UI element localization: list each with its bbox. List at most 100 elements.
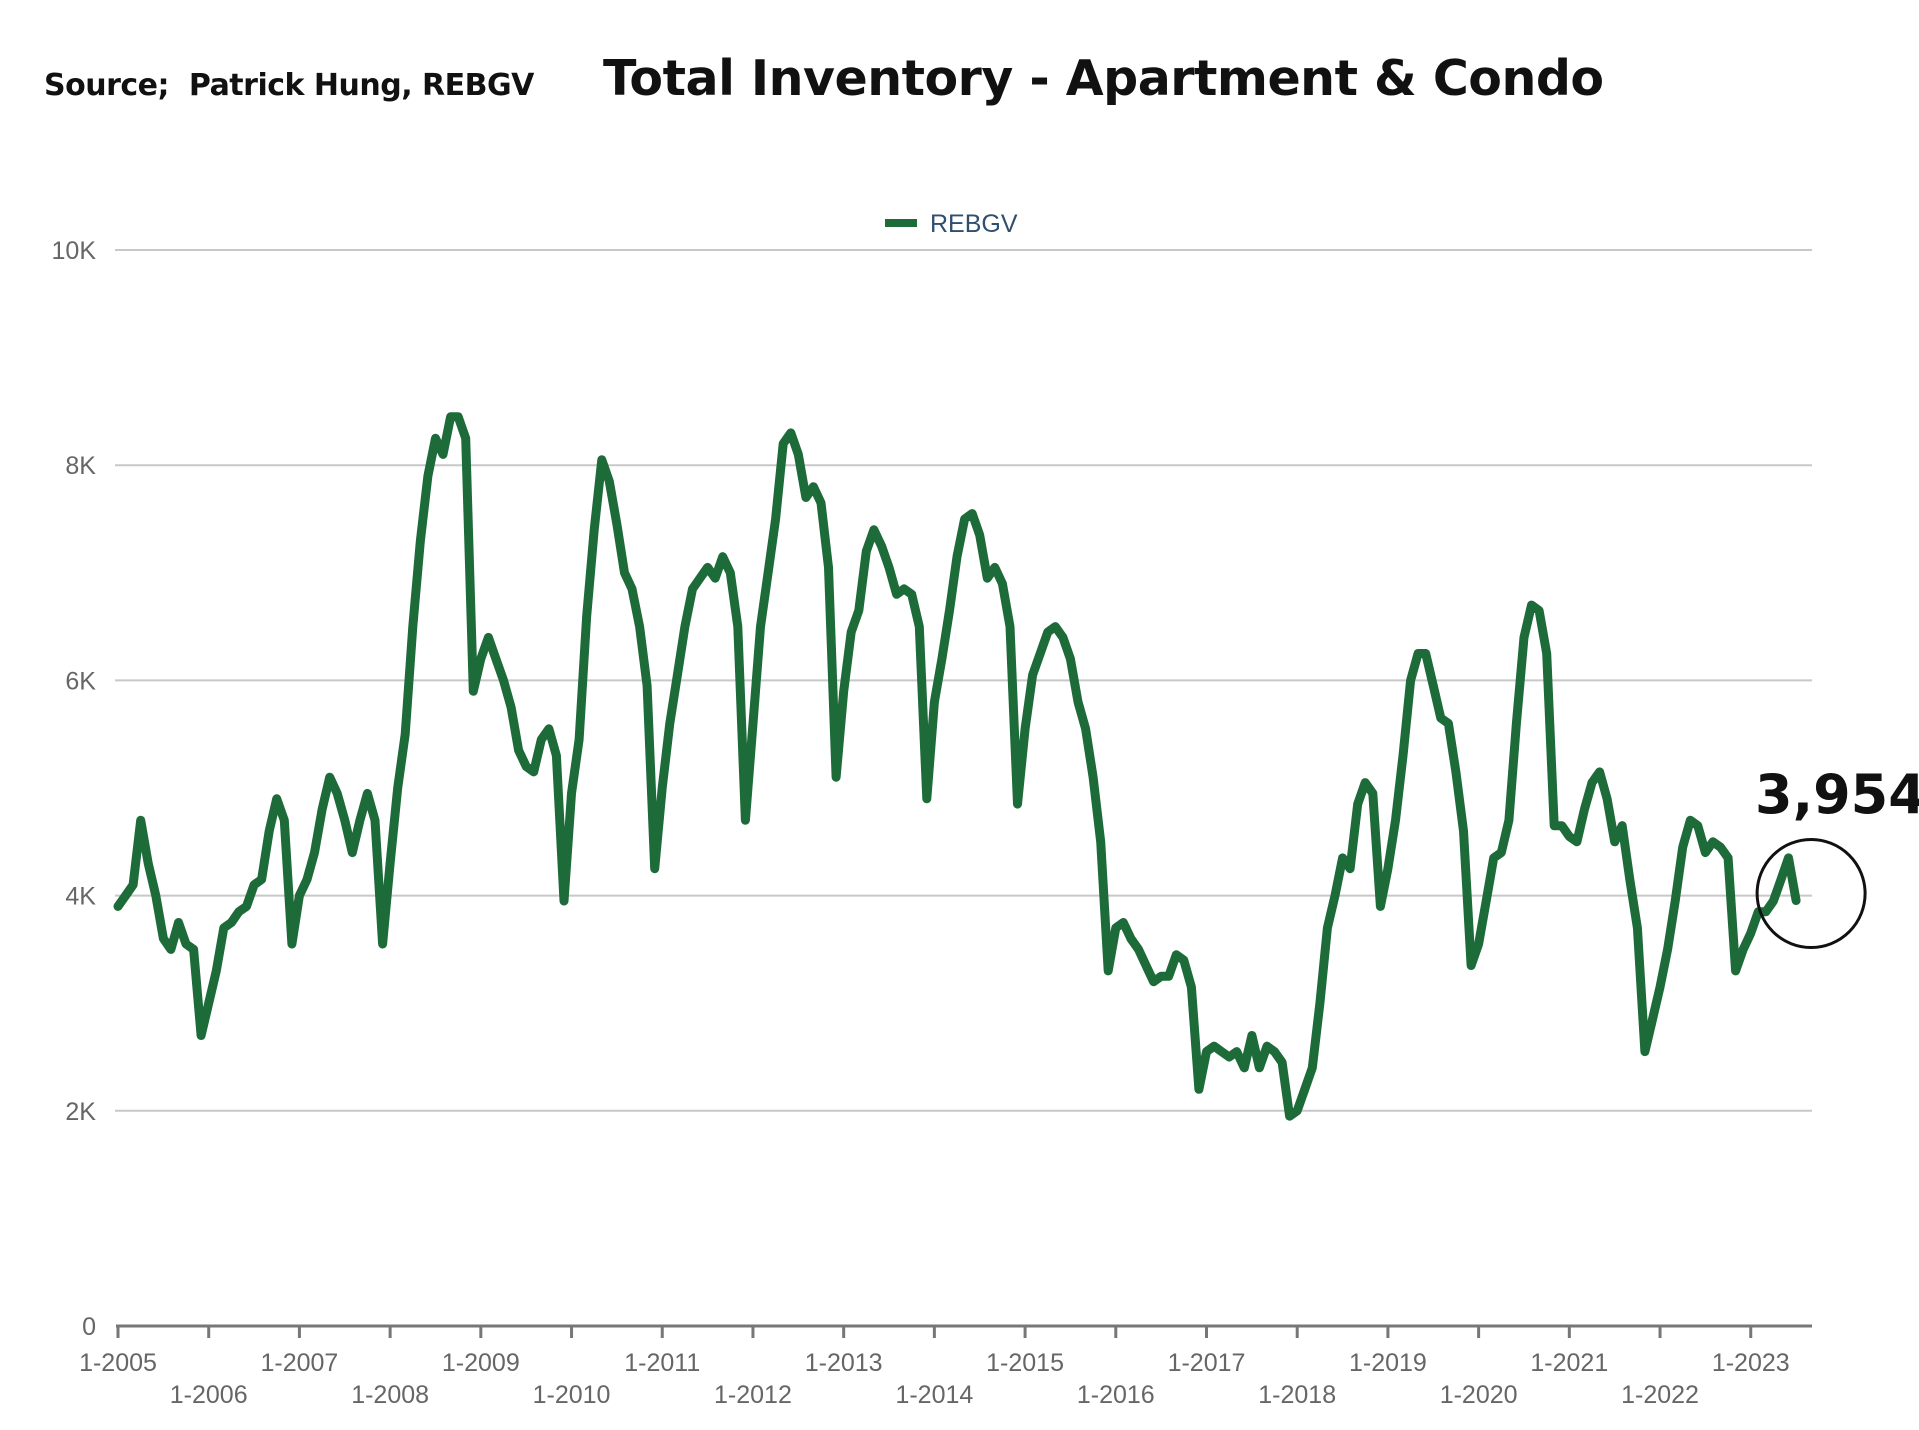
data-point[interactable] [1723, 853, 1733, 863]
data-point[interactable] [279, 815, 289, 825]
data-point[interactable] [1345, 864, 1355, 874]
data-point[interactable] [990, 562, 1000, 572]
data-point[interactable] [1194, 1084, 1204, 1094]
data-point[interactable] [1270, 1047, 1280, 1057]
data-point[interactable] [1307, 1063, 1317, 1073]
data-point[interactable] [1693, 821, 1703, 831]
data-point[interactable] [801, 493, 811, 503]
data-point[interactable] [612, 519, 622, 529]
data-point[interactable] [483, 632, 493, 642]
data-point[interactable] [1088, 772, 1098, 782]
data-point[interactable] [869, 525, 879, 535]
data-point[interactable] [604, 476, 614, 486]
data-point[interactable] [839, 686, 849, 696]
data-point[interactable] [650, 864, 660, 874]
data-point[interactable] [1141, 961, 1151, 971]
data-point[interactable] [1277, 1057, 1287, 1067]
data-point[interactable] [1481, 896, 1491, 906]
data-point[interactable] [1065, 654, 1075, 664]
data-point[interactable] [158, 934, 168, 944]
data-point[interactable] [438, 449, 448, 459]
data-point[interactable] [1292, 1106, 1302, 1116]
data-point[interactable] [1511, 718, 1521, 728]
data-point[interactable] [1315, 998, 1325, 1008]
data-point[interactable] [1519, 632, 1529, 642]
data-point[interactable] [468, 686, 478, 696]
data-point[interactable] [174, 918, 184, 928]
data-point[interactable] [1322, 923, 1332, 933]
data-point[interactable] [1587, 778, 1597, 788]
data-point[interactable] [627, 584, 637, 594]
data-point[interactable] [665, 718, 675, 728]
data-point[interactable] [294, 891, 304, 901]
data-point[interactable] [143, 858, 153, 868]
data-point[interactable] [211, 966, 221, 976]
data-point[interactable] [597, 455, 607, 465]
data-point[interactable] [907, 589, 917, 599]
data-point[interactable] [1768, 896, 1778, 906]
data-point[interactable] [128, 880, 138, 890]
data-point[interactable] [544, 724, 554, 734]
data-point[interactable] [355, 815, 365, 825]
data-point[interactable] [347, 848, 357, 858]
data-point[interactable] [740, 815, 750, 825]
data-point[interactable] [1338, 853, 1348, 863]
data-point[interactable] [952, 552, 962, 562]
data-point[interactable] [1746, 928, 1756, 938]
data-point[interactable] [1058, 632, 1068, 642]
data-point[interactable] [378, 939, 388, 949]
data-point[interactable] [1572, 837, 1582, 847]
data-point[interactable] [1232, 1047, 1242, 1057]
data-point[interactable] [1579, 805, 1589, 815]
data-point[interactable] [1398, 751, 1408, 761]
data-point[interactable] [1474, 939, 1484, 949]
data-point[interactable] [514, 745, 524, 755]
data-point[interactable] [688, 584, 698, 594]
data-point[interactable] [1035, 649, 1045, 659]
data-point[interactable] [975, 530, 985, 540]
data-point[interactable] [854, 606, 864, 616]
data-point[interactable] [1466, 961, 1476, 971]
data-point[interactable] [1443, 718, 1453, 728]
data-point[interactable] [1096, 837, 1106, 847]
data-point[interactable] [332, 788, 342, 798]
data-point[interactable] [1731, 966, 1741, 976]
data-point[interactable] [1504, 815, 1514, 825]
data-point[interactable] [884, 562, 894, 572]
data-point[interactable] [400, 729, 410, 739]
data-point[interactable] [672, 670, 682, 680]
data-point[interactable] [997, 579, 1007, 589]
data-point[interactable] [1595, 767, 1605, 777]
data-point[interactable] [506, 702, 516, 712]
data-point[interactable] [121, 891, 131, 901]
data-point[interactable] [453, 412, 463, 422]
data-point[interactable] [1534, 606, 1544, 616]
data-point[interactable] [1050, 622, 1060, 632]
data-point[interactable] [242, 901, 252, 911]
data-point[interactable] [1330, 891, 1340, 901]
data-point[interactable] [763, 568, 773, 578]
data-point[interactable] [589, 525, 599, 535]
data-point[interactable] [408, 622, 418, 632]
data-point[interactable] [362, 788, 372, 798]
data-point[interactable] [113, 901, 123, 911]
data-point[interactable] [1013, 799, 1023, 809]
data-point[interactable] [1663, 944, 1673, 954]
data-point[interactable] [695, 573, 705, 583]
data-point[interactable] [461, 433, 471, 443]
data-point[interactable] [1118, 918, 1128, 928]
data-point[interactable] [861, 546, 871, 556]
data-point[interactable] [1791, 896, 1801, 906]
data-point[interactable] [393, 783, 403, 793]
data-point[interactable] [635, 622, 645, 632]
data-point[interactable] [1081, 724, 1091, 734]
data-point[interactable] [272, 794, 282, 804]
data-point[interactable] [1383, 864, 1393, 874]
data-point[interactable] [1020, 724, 1030, 734]
data-point[interactable] [317, 805, 327, 815]
data-point[interactable] [574, 735, 584, 745]
data-point[interactable] [491, 654, 501, 664]
data-point[interactable] [1632, 923, 1642, 933]
data-point[interactable] [793, 449, 803, 459]
data-point[interactable] [1186, 982, 1196, 992]
